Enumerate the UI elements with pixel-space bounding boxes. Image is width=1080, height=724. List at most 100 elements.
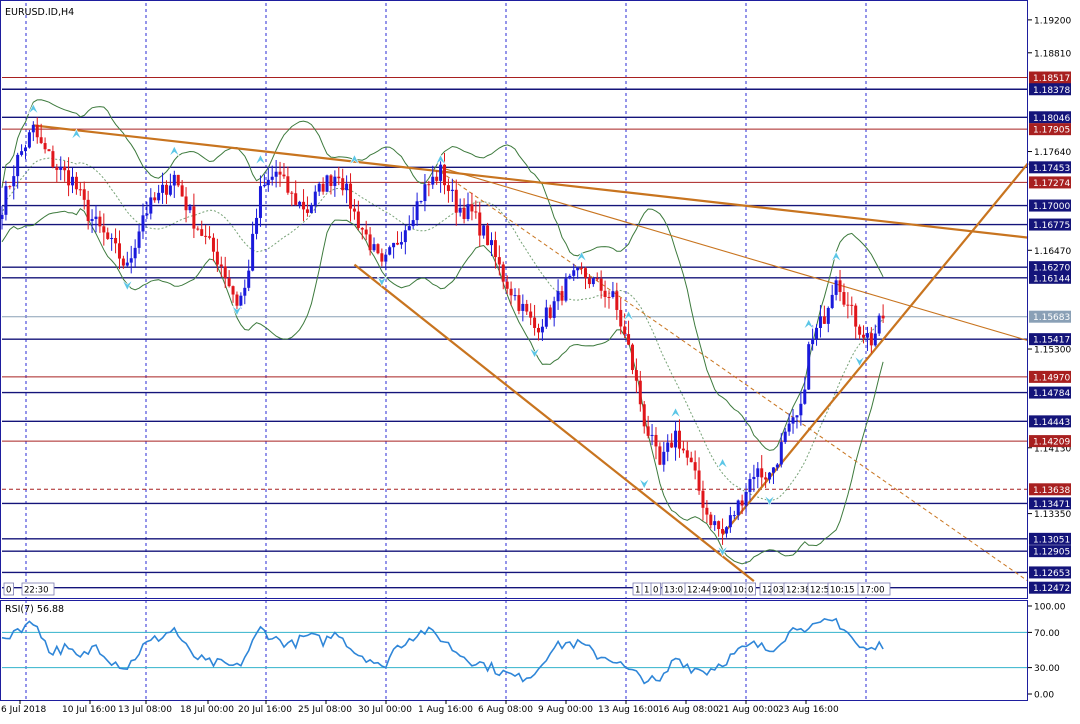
fractal-down-arrow-icon xyxy=(764,495,775,507)
bear-candle xyxy=(689,457,693,463)
y-tick-label: 1.13350 xyxy=(1034,510,1071,520)
time-marker-box xyxy=(650,582,662,596)
price-level-label: 1.16270 xyxy=(1033,264,1070,274)
price-level-tag xyxy=(1029,71,1071,84)
bear-candle xyxy=(533,317,537,328)
bear-candle xyxy=(525,303,529,312)
bear-candle xyxy=(117,243,121,259)
bull-candle xyxy=(783,431,787,443)
fractal-down-arrow-icon xyxy=(122,280,133,291)
time-marker-label: 22:30 xyxy=(24,586,49,596)
bear-candle xyxy=(396,242,400,245)
bear-candle xyxy=(764,477,768,480)
bear-candle xyxy=(35,124,39,138)
bear-candle xyxy=(321,183,325,192)
price-level-tag xyxy=(1029,333,1071,346)
rsi-panel xyxy=(1,617,1028,685)
x-tick-label: 20 Jul 16:00 xyxy=(238,705,292,715)
bear-candle xyxy=(454,189,458,213)
bull-candle xyxy=(736,500,740,516)
bull-candle xyxy=(724,527,728,534)
price-level-label: 1.13638 xyxy=(1033,486,1070,496)
bear-candle xyxy=(705,507,709,515)
bear-candle xyxy=(200,229,204,236)
bear-candle xyxy=(760,468,764,478)
bear-candle xyxy=(646,426,650,436)
time-marker-label: 0 xyxy=(748,586,753,596)
bear-candle xyxy=(701,490,705,508)
bear-candle xyxy=(302,201,306,210)
bear-candle xyxy=(219,264,223,267)
bull-candle xyxy=(149,197,153,214)
bear-candle xyxy=(846,304,850,306)
bull-candle xyxy=(768,472,772,480)
axes: 6 Jul 2018 10 Jul 16:00 13 Jul 08:00 18 Jul… xyxy=(1,16,1071,715)
bear-candle xyxy=(697,470,701,491)
bull-candle xyxy=(399,242,403,245)
bull-candle xyxy=(243,287,247,296)
bull-candle xyxy=(466,204,470,220)
bull-candle xyxy=(161,184,165,193)
bull-candle xyxy=(807,344,811,390)
price-level-tag xyxy=(1029,199,1071,212)
horizontal-levels xyxy=(2,77,1028,589)
bull-candle xyxy=(674,430,678,448)
fractal-up-arrow-icon xyxy=(349,153,360,165)
bear-candle xyxy=(595,278,599,280)
bear-candle xyxy=(717,521,721,530)
fractal-up-arrow-icon xyxy=(576,250,587,262)
fractal-up-arrow-icon xyxy=(255,153,266,165)
bollinger-lower-band xyxy=(1,207,884,565)
y-tick-label: 1.16470 xyxy=(1034,247,1071,257)
bull-candle xyxy=(873,333,877,346)
bear-candle xyxy=(337,176,341,179)
bear-candle xyxy=(654,434,658,447)
bear-candle xyxy=(153,197,157,201)
x-tick-label: 25 Jul 08:00 xyxy=(298,705,352,715)
price-level-label: 1.17905 xyxy=(1033,126,1070,136)
bear-candle xyxy=(231,286,235,295)
bear-candle xyxy=(114,237,118,244)
bear-candle xyxy=(427,184,431,186)
bear-candle xyxy=(380,253,384,262)
bear-candle xyxy=(509,288,513,296)
bull-candle xyxy=(791,417,795,424)
bull-candle xyxy=(274,171,278,177)
bear-candle xyxy=(55,167,59,170)
fractal-down-arrow-icon xyxy=(854,356,865,367)
y-tick-label: 1.17640 xyxy=(1034,148,1071,158)
x-tick-label: 16 Aug 08:00 xyxy=(658,705,719,715)
bear-candle xyxy=(43,143,47,150)
price-level-label: 1.12472 xyxy=(1033,584,1070,594)
bull-candle xyxy=(266,179,270,186)
bull-candle xyxy=(251,233,255,271)
time-marker-label: 12:44 xyxy=(687,586,712,596)
price-level-label: 1.14209 xyxy=(1033,438,1070,448)
bear-candle xyxy=(102,226,106,233)
price-level-label: 1.14784 xyxy=(1033,389,1070,399)
bear-candle xyxy=(505,281,509,289)
price-level-tag xyxy=(1029,545,1071,558)
bull-candle xyxy=(439,164,443,181)
trendline xyxy=(440,167,1029,342)
bear-candle xyxy=(8,186,12,188)
bear-candle xyxy=(497,257,501,265)
price-level-tag xyxy=(1029,176,1071,189)
bull-candle xyxy=(811,338,815,345)
fractal-up-arrow-icon xyxy=(670,407,681,419)
bear-candle xyxy=(536,327,540,333)
bear-candle xyxy=(493,240,497,258)
bear-candle xyxy=(548,307,552,318)
bull-candle xyxy=(188,206,192,211)
bull-candle xyxy=(392,242,396,248)
bull-candle xyxy=(450,189,454,192)
price-level-label: 1.17453 xyxy=(1033,164,1070,174)
bull-candle xyxy=(419,201,423,203)
bull-candle xyxy=(70,176,74,186)
price-level-tag xyxy=(1029,483,1071,496)
bull-candle xyxy=(262,185,266,187)
bull-candle xyxy=(771,467,775,473)
grid xyxy=(25,3,867,700)
